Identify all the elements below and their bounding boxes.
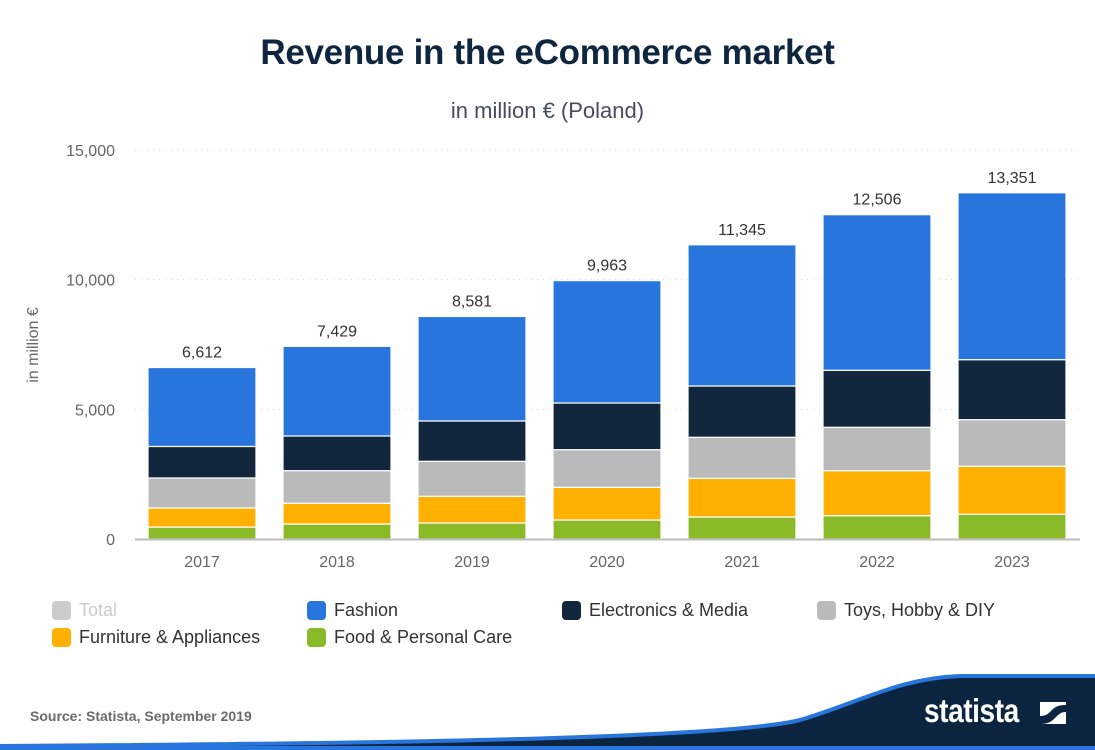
legend-item-food-personal-care[interactable]: Food & Personal Care (307, 626, 512, 648)
bar-segment-toys-hobby-diy[interactable] (147, 477, 257, 509)
footer-swoosh (0, 674, 1095, 750)
source-note: Source: Statista, September 2019 (30, 708, 252, 724)
bar-segment-fashion[interactable] (687, 244, 797, 387)
bar-segment-electronics-media[interactable] (282, 435, 392, 472)
y-tick-label: 5,000 (75, 402, 115, 419)
chart-title: Revenue in the eCommerce market (260, 33, 835, 72)
legend-swatch-icon (307, 600, 326, 620)
bar-segment-furniture-appliances[interactable] (417, 495, 527, 524)
bar-segment-food-personal-care[interactable] (822, 515, 932, 540)
total-data-label: 12,506 (853, 192, 902, 209)
bar-stack-2022 (822, 214, 932, 540)
bar-segment-food-personal-care[interactable] (147, 526, 257, 540)
legend-label: Electronics & Media (589, 599, 749, 620)
bar-segment-fashion[interactable] (552, 280, 662, 404)
x-tick-label: 2018 (319, 554, 355, 571)
x-tick-label: 2020 (589, 554, 625, 571)
legend-swatch-icon (307, 627, 326, 647)
legend-label: Furniture & Appliances (79, 626, 261, 647)
bar-segment-electronics-media[interactable] (552, 402, 662, 451)
bar-segment-furniture-appliances[interactable] (552, 486, 662, 521)
legend-item-furniture-appliances[interactable]: Furniture & Appliances (52, 626, 260, 648)
legend-item-fashion[interactable]: Fashion (307, 599, 398, 621)
total-data-label: 9,963 (587, 258, 627, 275)
legend-label: Fashion (334, 599, 399, 620)
x-axis-ticks: 2017 2018 2019 2020 2021 2022 2023 (184, 554, 1030, 571)
bar-segment-food-personal-care[interactable] (552, 519, 662, 540)
bar-stack-2020 (552, 280, 662, 540)
bar-segment-toys-hobby-diy[interactable] (552, 449, 662, 488)
total-labels: 6,612 7,429 8,581 9,963 11,345 12,506 13,351 (182, 170, 1037, 362)
bar-stack-2019 (417, 315, 527, 540)
bar-segment-fashion[interactable] (822, 214, 932, 371)
legend-swatch-icon (817, 600, 836, 620)
x-tick-label: 2023 (994, 554, 1030, 571)
bar-segment-toys-hobby-diy[interactable] (957, 419, 1067, 467)
bar-segment-electronics-media[interactable] (822, 369, 932, 428)
bar-stack-2021 (687, 244, 797, 540)
bar-segment-electronics-media[interactable] (687, 385, 797, 438)
bar-segment-furniture-appliances[interactable] (957, 465, 1067, 515)
chart-subtitle: in million € (Poland) (450, 98, 645, 123)
total-data-label: 11,345 (718, 222, 766, 239)
stacked-bar-chart: 0 5,000 10,000 15,000 in million € 6,612 7,4… (25, 143, 1080, 571)
bar-segment-toys-hobby-diy[interactable] (687, 436, 797, 479)
total-data-label: 8,581 (452, 293, 492, 310)
x-tick-label: 2019 (454, 554, 490, 571)
bar-segment-electronics-media[interactable] (417, 420, 527, 462)
bar-segment-furniture-appliances[interactable] (822, 470, 932, 517)
y-axis-ticks: 0 5,000 10,000 15,000 (66, 143, 115, 549)
total-data-label: 6,612 (182, 345, 222, 362)
legend-label: Toys, Hobby & DIY (844, 599, 996, 620)
bar-stack-2017 (147, 366, 257, 540)
bar-segment-toys-hobby-diy[interactable] (282, 470, 392, 504)
bar-segment-toys-hobby-diy[interactable] (417, 460, 527, 497)
legend-item-total[interactable]: Total (52, 599, 117, 621)
legend-swatch-icon (52, 600, 71, 620)
statista-brand[interactable]: statista (924, 692, 1019, 729)
bar-segment-electronics-media[interactable] (147, 445, 257, 479)
bar-segment-fashion[interactable] (417, 315, 527, 422)
y-tick-label: 0 (106, 532, 115, 549)
x-tick-label: 2022 (859, 554, 895, 571)
bar-segment-food-personal-care[interactable] (957, 513, 1067, 540)
bar-segment-furniture-appliances[interactable] (147, 507, 257, 528)
bar-segment-toys-hobby-diy[interactable] (822, 426, 932, 472)
x-tick-label: 2021 (724, 554, 760, 571)
bar-segment-electronics-media[interactable] (957, 359, 1067, 421)
bar-segment-furniture-appliances[interactable] (687, 477, 797, 518)
legend-label: Total (79, 599, 118, 620)
bar-segment-food-personal-care[interactable] (687, 516, 797, 540)
bars (147, 192, 1067, 540)
bar-segment-furniture-appliances[interactable] (282, 502, 392, 525)
legend-item-electronics-media[interactable]: Electronics & Media (562, 599, 748, 621)
bar-segment-fashion[interactable] (147, 366, 257, 448)
statista-logo-icon (1040, 702, 1066, 724)
legend-swatch-icon (562, 600, 581, 620)
y-tick-label: 10,000 (66, 273, 115, 290)
legend-label: Food & Personal Care (334, 626, 513, 647)
total-data-label: 13,351 (988, 170, 1037, 187)
legend-swatch-icon (52, 627, 71, 647)
bar-stack-2023 (957, 192, 1067, 540)
y-axis-title: in million € (25, 307, 42, 383)
legend-item-toys-hobby-diy[interactable]: Toys, Hobby & DIY (817, 599, 995, 621)
total-data-label: 7,429 (317, 323, 357, 340)
bar-segment-fashion[interactable] (957, 192, 1067, 361)
bar-stack-2018 (282, 345, 392, 540)
bar-segment-fashion[interactable] (282, 345, 392, 437)
bar-segment-food-personal-care[interactable] (417, 522, 527, 540)
y-tick-label: 15,000 (66, 143, 115, 160)
x-tick-label: 2017 (184, 554, 220, 571)
bar-segment-food-personal-care[interactable] (282, 523, 392, 540)
